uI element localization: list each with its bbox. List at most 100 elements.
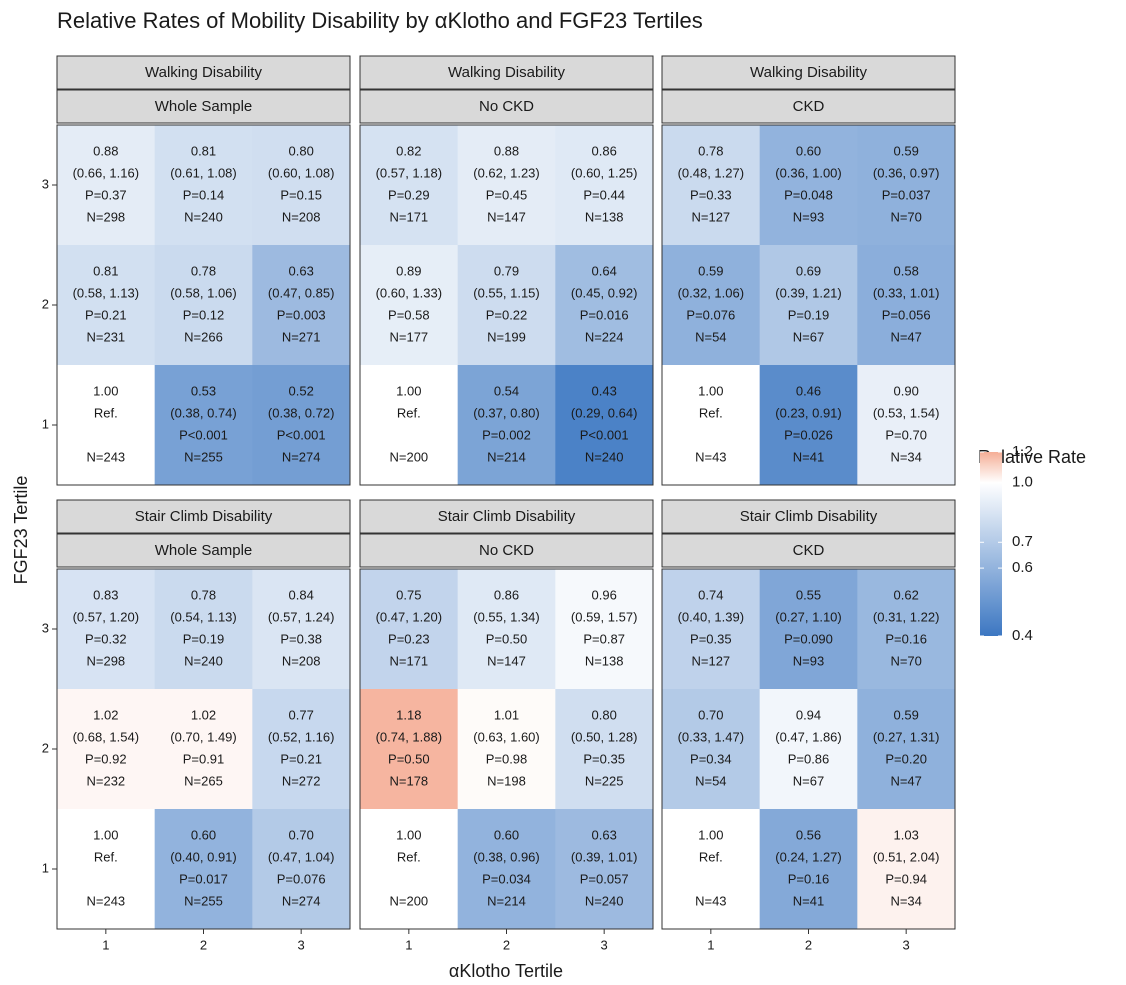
ci-label: (0.32, 1.06) [678, 285, 745, 300]
p-label: P=0.32 [85, 631, 127, 646]
ci-label: (0.29, 0.64) [571, 405, 638, 420]
p-label: P=0.12 [183, 307, 225, 322]
ci-label: (0.54, 1.13) [170, 609, 237, 624]
p-label: P=0.048 [784, 187, 833, 202]
value-label: 0.96 [592, 587, 617, 602]
heat-cell [857, 365, 956, 486]
colorbar-tick-label: 1.2 [1012, 443, 1033, 460]
ci-label: (0.38, 0.72) [268, 405, 335, 420]
ci-label: (0.47, 1.04) [268, 849, 335, 864]
value-label: 0.70 [698, 707, 723, 722]
heat-cell [555, 689, 654, 810]
colorbar-tick-label: 0.6 [1012, 559, 1033, 576]
ci-label: Ref. [94, 849, 118, 864]
p-label: P=0.037 [882, 187, 931, 202]
strip [359, 89, 654, 124]
value-label: 0.58 [894, 263, 919, 278]
p-label: P=0.19 [788, 307, 830, 322]
heat-cell [154, 689, 253, 810]
p-label: P=0.29 [388, 187, 430, 202]
strip [56, 533, 351, 568]
value-label: 0.83 [93, 587, 118, 602]
ci-label: (0.37, 0.80) [473, 405, 540, 420]
strip-label: Stair Climb Disability [438, 508, 576, 525]
n-label: N=34 [890, 449, 921, 464]
p-label: P=0.70 [885, 427, 927, 442]
n-label: N=127 [691, 209, 730, 224]
n-label: N=240 [184, 209, 223, 224]
value-label: 0.53 [191, 383, 216, 398]
n-label: N=274 [282, 449, 321, 464]
value-label: 0.43 [592, 383, 617, 398]
heat-cell [57, 245, 156, 366]
n-label: N=225 [585, 773, 624, 788]
p-label: P=0.016 [580, 307, 629, 322]
chart-title: Relative Rates of Mobility Disability by… [57, 8, 703, 33]
ci-label: (0.74, 1.88) [376, 729, 443, 744]
p-label: P=0.94 [885, 871, 927, 886]
ci-label: (0.61, 1.08) [170, 165, 237, 180]
strip [359, 533, 654, 568]
ci-label: (0.55, 1.15) [473, 285, 540, 300]
heat-cell [457, 809, 556, 930]
n-label: N=93 [793, 209, 824, 224]
value-label: 0.77 [289, 707, 314, 722]
ci-label: (0.36, 1.00) [775, 165, 842, 180]
p-label: P=0.16 [885, 631, 927, 646]
heat-cell [57, 125, 156, 246]
n-label: N=266 [184, 329, 223, 344]
heat-cell [759, 365, 858, 486]
value-label: 0.64 [592, 263, 617, 278]
y-tick-label: 1 [42, 416, 49, 431]
heat-cell [57, 569, 156, 690]
p-label: P=0.35 [583, 751, 625, 766]
p-label: P=0.090 [784, 631, 833, 646]
y-axis-label: FGF23 Tertile [11, 476, 31, 585]
p-label: P=0.003 [277, 307, 326, 322]
strip-label: No CKD [479, 98, 534, 115]
x-tick-label: 1 [102, 937, 109, 952]
y-tick-label: 3 [42, 176, 49, 191]
ci-label: (0.59, 1.57) [571, 609, 638, 624]
value-label: 1.02 [191, 707, 216, 722]
x-tick-label: 2 [805, 937, 812, 952]
heat-cell [555, 365, 654, 486]
n-label: N=298 [86, 653, 125, 668]
x-tick-label: 3 [298, 937, 305, 952]
value-label: 0.78 [191, 263, 216, 278]
n-label: N=41 [793, 893, 824, 908]
n-label: N=93 [793, 653, 824, 668]
p-label: P=0.056 [882, 307, 931, 322]
value-label: 1.00 [93, 383, 118, 398]
value-label: 0.88 [93, 143, 118, 158]
p-label: P=0.21 [280, 751, 322, 766]
heat-cell [154, 569, 253, 690]
n-label: N=47 [890, 773, 921, 788]
ci-label: (0.57, 1.20) [73, 609, 140, 624]
value-label: 0.82 [396, 143, 421, 158]
value-label: 0.60 [191, 827, 216, 842]
p-label: P=0.38 [280, 631, 322, 646]
ci-label: (0.39, 1.21) [775, 285, 842, 300]
heat-cell [857, 809, 956, 930]
strip [56, 55, 351, 90]
p-label: P=0.002 [482, 427, 531, 442]
ci-label: (0.39, 1.01) [571, 849, 638, 864]
heat-cell [759, 809, 858, 930]
heat-cell [857, 245, 956, 366]
strip-label: No CKD [479, 542, 534, 559]
p-label: P<0.001 [580, 427, 629, 442]
colorbar-tick-label: 1.0 [1012, 474, 1033, 491]
value-label: 0.46 [796, 383, 821, 398]
x-tick-label: 3 [903, 937, 910, 952]
n-label: N=271 [282, 329, 321, 344]
ci-label: (0.58, 1.06) [170, 285, 237, 300]
ci-label: (0.38, 0.96) [473, 849, 540, 864]
ci-label: (0.57, 1.24) [268, 609, 335, 624]
strip [359, 55, 654, 90]
p-label: P=0.23 [388, 631, 430, 646]
value-label: 0.78 [698, 143, 723, 158]
n-label: N=274 [282, 893, 321, 908]
value-label: 0.79 [494, 263, 519, 278]
n-label: N=177 [389, 329, 428, 344]
